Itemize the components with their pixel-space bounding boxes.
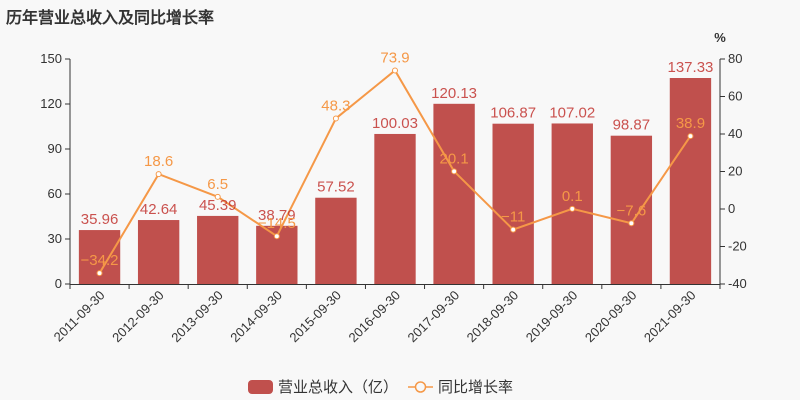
- x-axis-tick-label: 2019-09-30: [523, 288, 581, 346]
- bar-value-label: 120.13: [431, 85, 477, 102]
- growth-value-label: 38.9: [676, 115, 705, 132]
- right-axis-tick-label: 20: [728, 164, 742, 179]
- growth-value-label: 20.1: [439, 150, 468, 167]
- legend: 营业总收入（亿） 同比增长率: [248, 376, 523, 397]
- legend-item-revenue[interactable]: 营业总收入（亿）: [248, 376, 398, 397]
- growth-point: [510, 226, 517, 233]
- bar-value-label: 100.03: [372, 115, 418, 132]
- x-axis-tick-label: 2020-09-30: [582, 288, 640, 346]
- bar: [492, 123, 534, 284]
- bar: [433, 103, 475, 285]
- bar-value-label: 98.87: [613, 117, 651, 134]
- growth-point: [628, 220, 635, 227]
- bar-value-label: 137.33: [668, 59, 714, 76]
- x-axis-tick-label: 2013-09-30: [168, 288, 226, 346]
- growth-value-label: −14.5: [258, 215, 296, 232]
- bar-value-label: 106.87: [490, 105, 536, 122]
- growth-value-label: 73.9: [380, 49, 409, 66]
- bar-value-label: 42.64: [140, 201, 178, 218]
- growth-value-label: 18.6: [144, 153, 173, 170]
- left-axis-tick-label: 30: [48, 231, 62, 246]
- bar-value-label: 35.96: [81, 211, 119, 228]
- left-axis-tick-label: 90: [48, 141, 62, 156]
- growth-value-label: 0.1: [562, 188, 583, 205]
- left-axis-tick-label: 120: [40, 96, 62, 111]
- bar: [197, 215, 239, 284]
- bar-swatch-icon: [248, 379, 273, 394]
- legend-item-growth[interactable]: 同比增长率: [408, 376, 513, 397]
- right-axis-tick-label: -40: [728, 276, 747, 291]
- bar-value-label: 57.52: [317, 179, 355, 196]
- left-axis-tick-label: 150: [40, 51, 62, 66]
- growth-point: [569, 205, 576, 212]
- bar: [315, 197, 357, 284]
- bar: [137, 220, 180, 284]
- x-axis-tick-label: 2012-09-30: [109, 288, 167, 346]
- legend-label-growth: 同比增长率: [438, 378, 514, 396]
- right-axis-tick-label: 60: [728, 89, 742, 104]
- right-axis-tick-label: 40: [728, 126, 742, 141]
- bar: [551, 123, 593, 284]
- growth-value-label: −11: [501, 209, 525, 226]
- legend-label-revenue: 营业总收入（亿）: [278, 378, 399, 396]
- bar-value-label: 45.39: [199, 197, 237, 214]
- growth-point: [687, 133, 694, 140]
- right-axis-tick-label: -20: [728, 239, 747, 254]
- growth-value-label: 6.5: [207, 176, 228, 193]
- x-axis-tick-label: 2011-09-30: [51, 288, 108, 345]
- x-axis-tick-label: 2016-09-30: [345, 288, 403, 346]
- growth-value-label: 48.3: [321, 97, 350, 114]
- right-axis-unit: %: [714, 30, 726, 45]
- growth-point: [155, 171, 162, 178]
- growth-point: [96, 270, 103, 277]
- right-axis-tick-label: 80: [728, 51, 742, 66]
- growth-point: [214, 193, 221, 200]
- bar-value-label: 38.79: [258, 207, 296, 224]
- chart-title: 历年营业总收入及同比增长率: [6, 8, 215, 27]
- growth-point: [332, 115, 339, 122]
- line-marker-icon: [408, 380, 434, 394]
- bar: [374, 133, 416, 284]
- bar-value-label: 107.02: [549, 104, 595, 121]
- x-axis-tick-label: 2018-09-30: [464, 288, 522, 346]
- x-axis-tick-label: 2017-09-30: [405, 288, 463, 346]
- bar: [669, 78, 712, 284]
- right-axis-tick-label: 0: [728, 201, 735, 216]
- left-axis-tick-label: 60: [48, 186, 62, 201]
- growth-value-label: −7.6: [617, 202, 647, 219]
- growth-point: [392, 67, 398, 74]
- growth-value-label: −34.2: [81, 252, 119, 269]
- x-axis-tick-label: 2021-09-30: [641, 288, 699, 346]
- growth-point: [451, 168, 458, 175]
- growth-point: [273, 233, 280, 240]
- x-axis-tick-label: 2014-09-30: [227, 288, 285, 346]
- bar: [610, 135, 653, 284]
- left-axis-tick-label: 0: [55, 276, 62, 291]
- x-axis-tick-label: 2015-09-30: [286, 288, 344, 346]
